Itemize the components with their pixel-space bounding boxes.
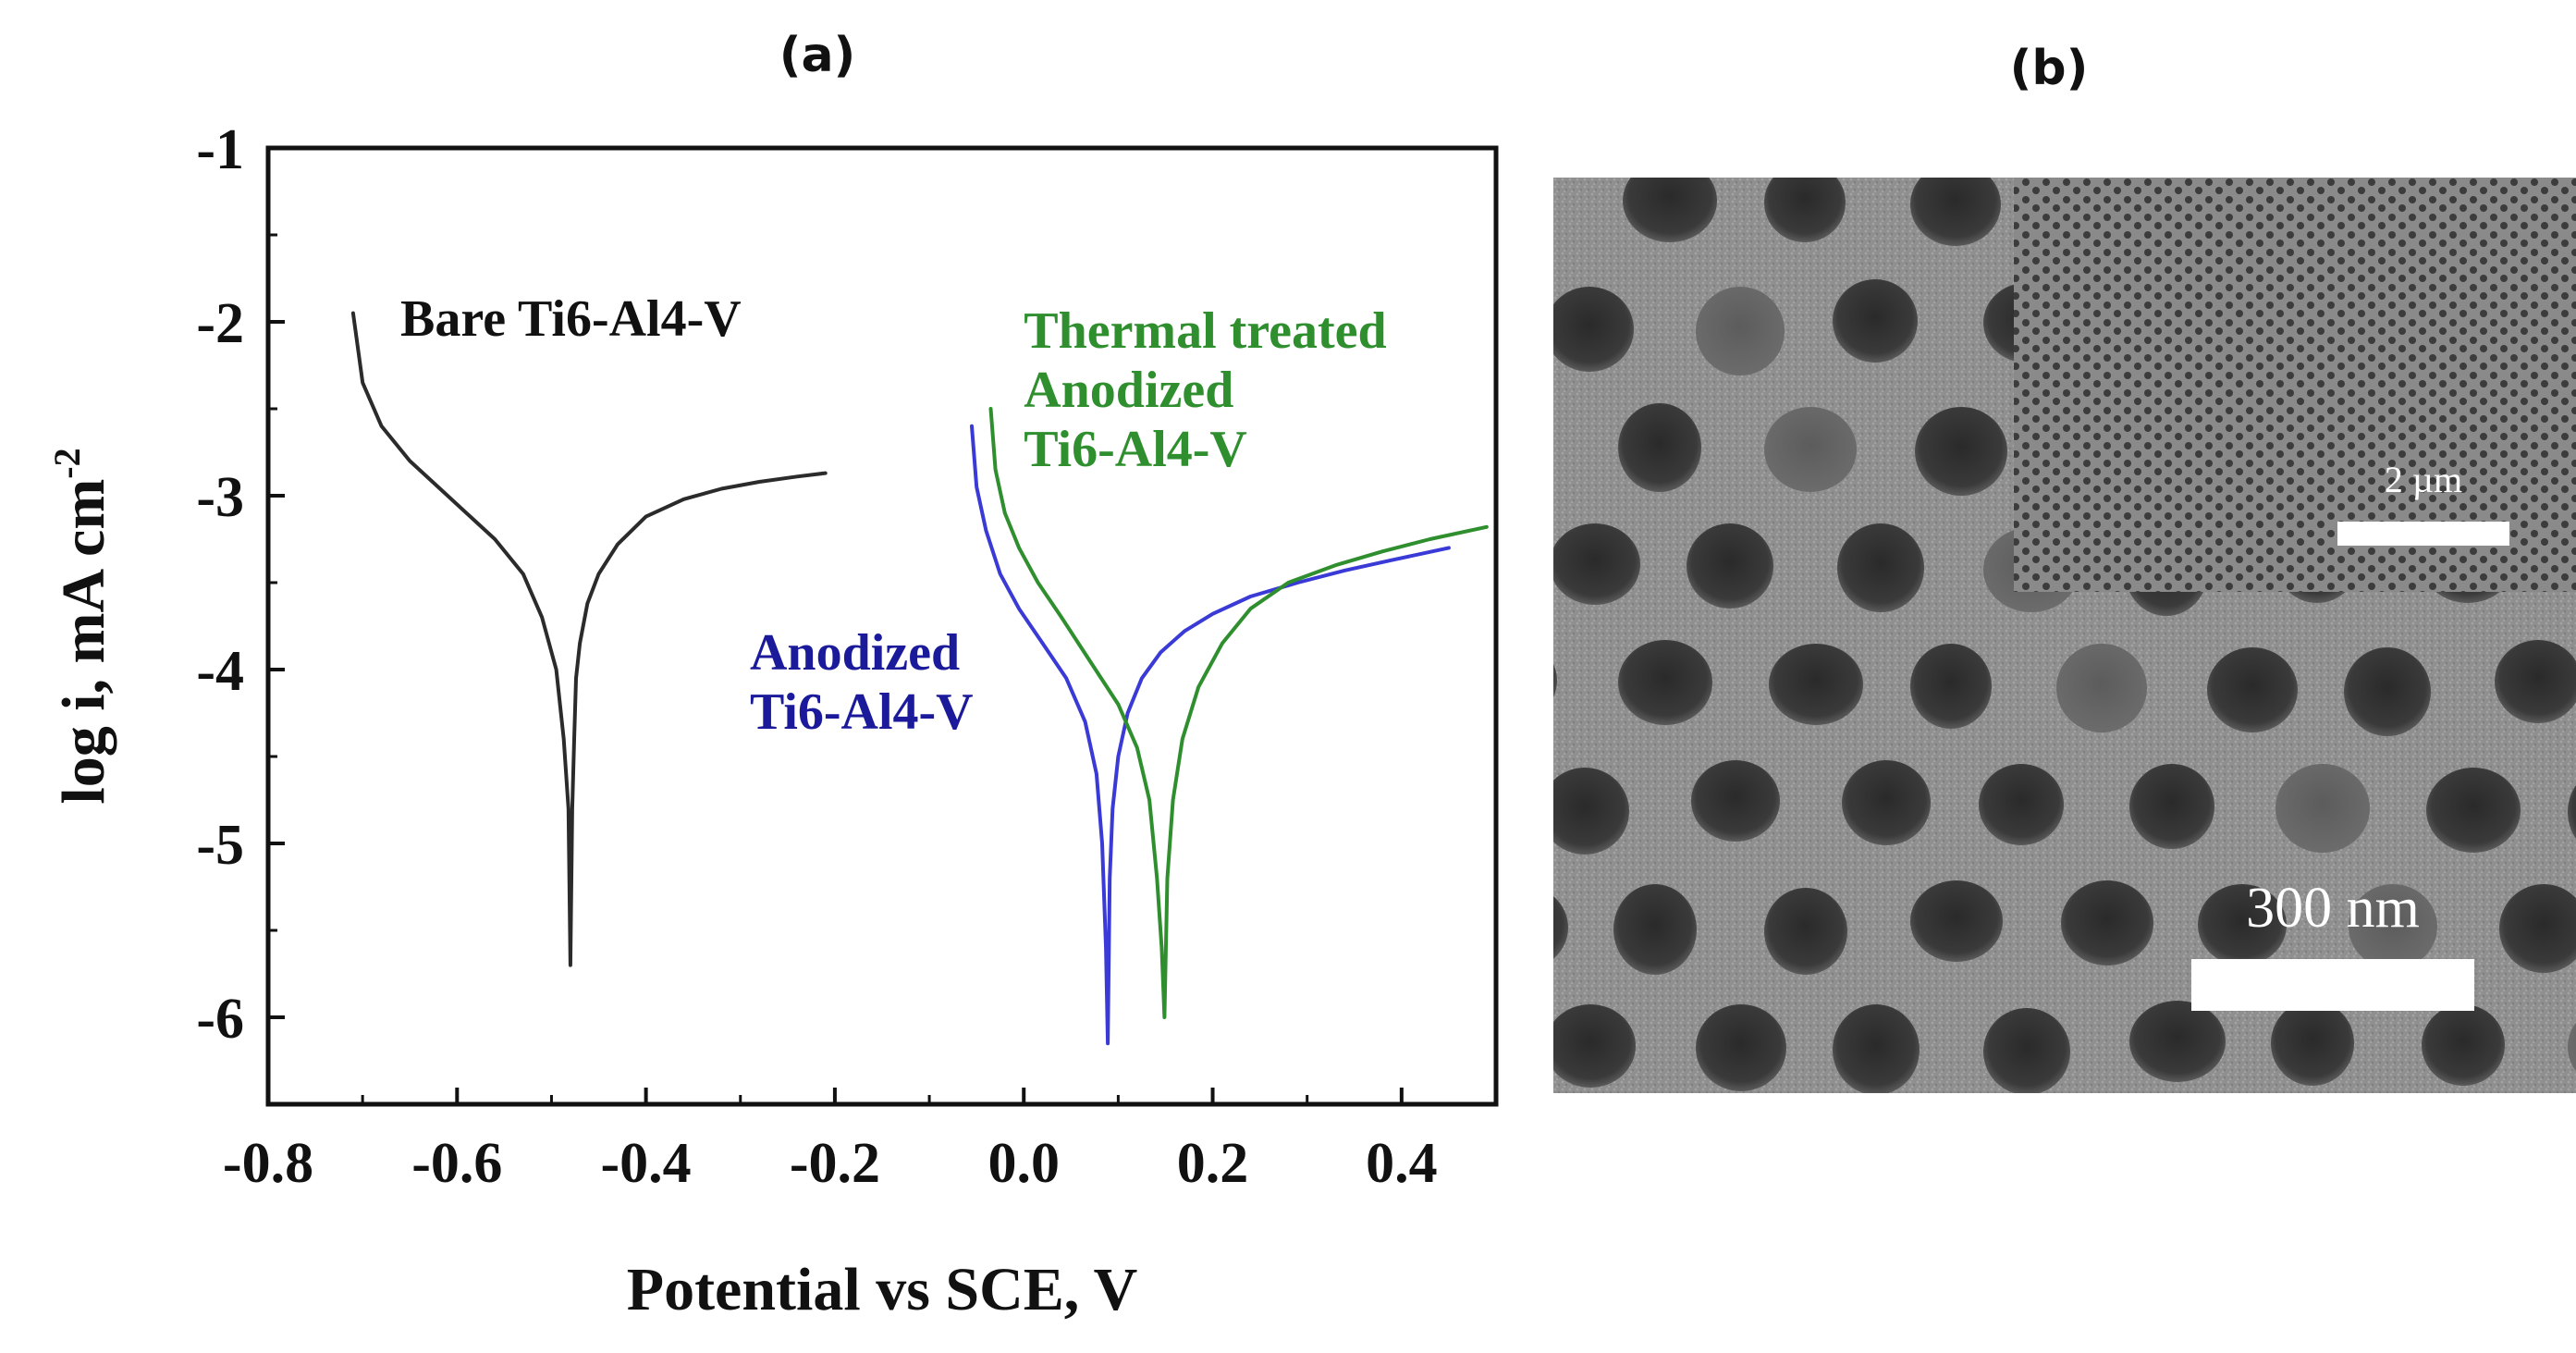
sem-micrograph: 2 µm 300 nm: [1553, 178, 2576, 1093]
x-tick-label: 0.2: [1177, 1132, 1249, 1195]
pore: [1910, 644, 1992, 729]
y-tick-label: -4: [196, 640, 244, 703]
y-tick-label: -2: [196, 292, 244, 355]
pore: [2499, 884, 2576, 973]
y-tick-label: -5: [196, 814, 244, 877]
pore: [1915, 407, 2007, 496]
y-axis-title-text: log i, mA cm: [50, 479, 117, 805]
annotation-line: Thermal treated: [1024, 302, 1386, 360]
main-scale-bar: [2191, 959, 2474, 1011]
pore: [2495, 640, 2576, 723]
pore: [1618, 403, 1701, 492]
pore: [2129, 1001, 2226, 1082]
y-axis-title: log i, mA cm-2: [46, 448, 117, 804]
pore: [1696, 287, 1785, 375]
pore: [2061, 880, 2153, 966]
polarization-chart: -0.8 -0.6 -0.4 -0.2 0.0 0.2 0.4 -1 -2 -3 -4 -5 -6 B…: [46, 118, 1499, 1323]
annotation-2: Anodized Ti6-Al4-V: [750, 624, 974, 741]
pore: [2568, 1022, 2576, 1072]
pore: [1553, 1004, 1636, 1088]
pore: [1764, 407, 1857, 492]
pore: [1833, 1004, 1920, 1093]
series-layer: [350, 311, 1489, 1046]
pore: [1979, 764, 2064, 845]
inset-scale-bar-label: 2 µm: [2385, 459, 2462, 500]
x-tick-label: -0.2: [790, 1132, 880, 1195]
pore: [2129, 764, 2214, 849]
x-axis-title: Potential vs SCE, V: [627, 1256, 1138, 1323]
pore: [1613, 884, 1697, 975]
pore: [1837, 523, 1924, 612]
pore: [1691, 760, 1780, 842]
pore: [1696, 1004, 1786, 1091]
pore: [1623, 178, 1717, 242]
pore: [2344, 647, 2431, 736]
pore: [1553, 896, 1568, 959]
pore: [2422, 1004, 2505, 1086]
pore: [1983, 1008, 2070, 1093]
annotation-1: Bare Ti6-Al4-V: [400, 290, 742, 348]
pore: [2271, 1001, 2354, 1086]
annotation-line: Ti6-Al4-V: [750, 683, 974, 741]
annotation-line: Ti6-Al4-V: [1024, 421, 1247, 478]
pore: [1764, 888, 1847, 975]
y-tick-label: -3: [196, 466, 244, 529]
series-line-3: [988, 407, 1489, 1019]
pore: [1618, 640, 1712, 725]
pore: [2275, 764, 2370, 853]
panel-a-label: (a): [779, 28, 856, 83]
annotation-line: Anodized: [750, 624, 960, 682]
inset-scale-bar: [2337, 522, 2509, 546]
pore: [1842, 760, 1931, 845]
main-scale-bar-label: 300 nm: [2246, 877, 2420, 940]
pore: [1764, 178, 1846, 242]
x-tick-label: -0.4: [601, 1132, 692, 1195]
x-tick-label: 0.0: [987, 1132, 1060, 1195]
pore: [1833, 279, 1918, 363]
pore: [2056, 644, 2147, 732]
y-axis-title-superscript: -2: [46, 448, 88, 478]
y-tick-label: -6: [196, 988, 244, 1051]
pore: [1553, 523, 1640, 605]
x-tick-label: -0.6: [411, 1132, 502, 1195]
series-line-2: [970, 424, 1451, 1046]
pore: [2198, 884, 2287, 966]
pore: [2426, 768, 2521, 853]
pore: [1687, 523, 1773, 609]
pore: [2207, 647, 2298, 732]
sem-inset: 2 µm: [2014, 178, 2576, 592]
pore: [1910, 178, 2001, 246]
panel-b-label: (b): [2009, 41, 2089, 96]
pore: [1769, 644, 1863, 725]
x-tick-label: 0.4: [1366, 1132, 1438, 1195]
pore: [1910, 880, 2003, 962]
annotation-3: Thermal treated Anodized Ti6-Al4-V: [1024, 302, 1386, 478]
pore: [1553, 768, 1629, 855]
annotation-line: Bare Ti6-Al4-V: [400, 290, 742, 348]
pore: [1553, 664, 1557, 697]
pore: [1553, 287, 1634, 372]
annotation-line: Anodized: [1024, 362, 1233, 419]
x-tick-label: -0.8: [223, 1132, 313, 1195]
y-tick-label: -1: [196, 118, 244, 181]
plot-frame: [265, 145, 1499, 1107]
x-axis-ticks: -0.8 -0.6 -0.4 -0.2 0.0 0.2 0.4: [223, 1088, 1498, 1195]
series-line-1: [350, 311, 828, 967]
pore: [2349, 884, 2437, 969]
pore: [2568, 784, 2576, 840]
y-axis-ticks: -1 -2 -3 -4 -5 -6: [196, 118, 285, 1106]
